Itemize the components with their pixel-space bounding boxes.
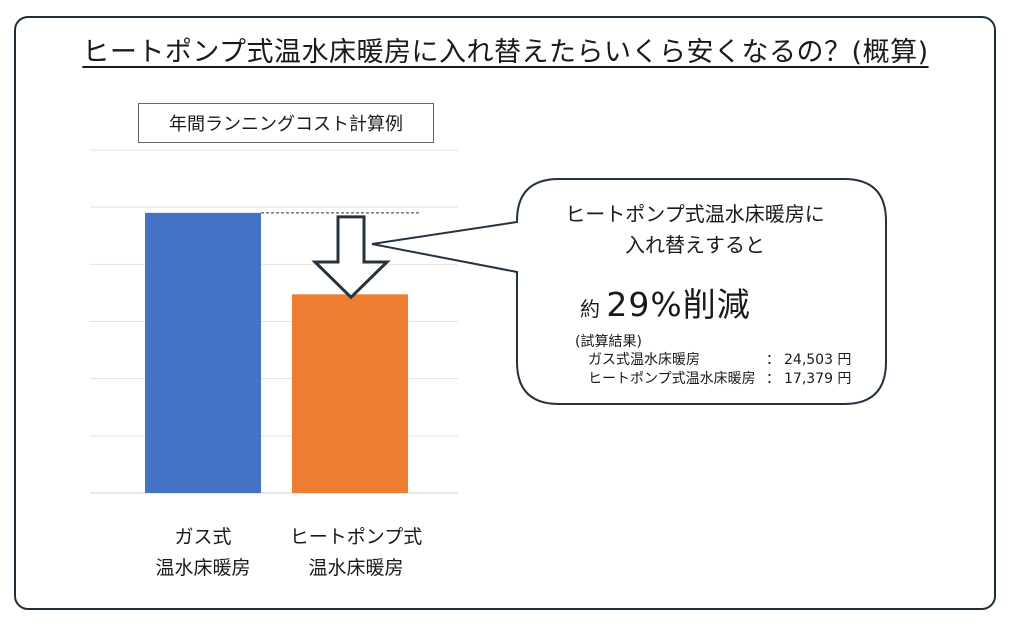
result-row-gas: ガス式温水床暖房 ： 24,503 円 xyxy=(588,349,878,369)
page-title: ヒートポンプ式温水床暖房に入れ替えたらいくら安くなるの？(概算) xyxy=(82,37,929,68)
category-label-gas: ガス式 温水床暖房 xyxy=(155,526,251,579)
result-colon: ： xyxy=(766,352,780,368)
result-value: 24,503 円 xyxy=(784,352,852,368)
chart-title-box: 年間ランニングコスト計算例 xyxy=(138,103,434,143)
result-name: ガス式温水床暖房 xyxy=(588,352,700,368)
callout-line2: 入れ替えすると xyxy=(625,233,765,257)
down-arrow-icon xyxy=(311,215,391,300)
callout-line1: ヒートポンプ式温水床暖房に xyxy=(565,202,825,226)
callout-bubble xyxy=(371,178,887,405)
outer-frame xyxy=(14,16,996,610)
result-name: ヒートポンプ式温水床暖房 xyxy=(588,371,756,387)
bar-gas xyxy=(145,212,261,493)
result-value: 17,379 円 xyxy=(784,371,852,387)
result-row-heatpump: ヒートポンプ式温水床暖房 ： 17,379 円 xyxy=(588,368,878,388)
reduction-text: 約 29%削減 xyxy=(580,278,751,326)
result-colon: ： xyxy=(766,371,780,387)
results-heading: (試算結果) xyxy=(575,334,642,350)
reduction-prefix: 約 xyxy=(580,297,600,321)
reduction-value: 29%削減 xyxy=(606,285,751,324)
category-label-heatpump: ヒートポンプ式 温水床暖房 xyxy=(289,526,423,579)
bar-heatpump xyxy=(292,294,408,493)
